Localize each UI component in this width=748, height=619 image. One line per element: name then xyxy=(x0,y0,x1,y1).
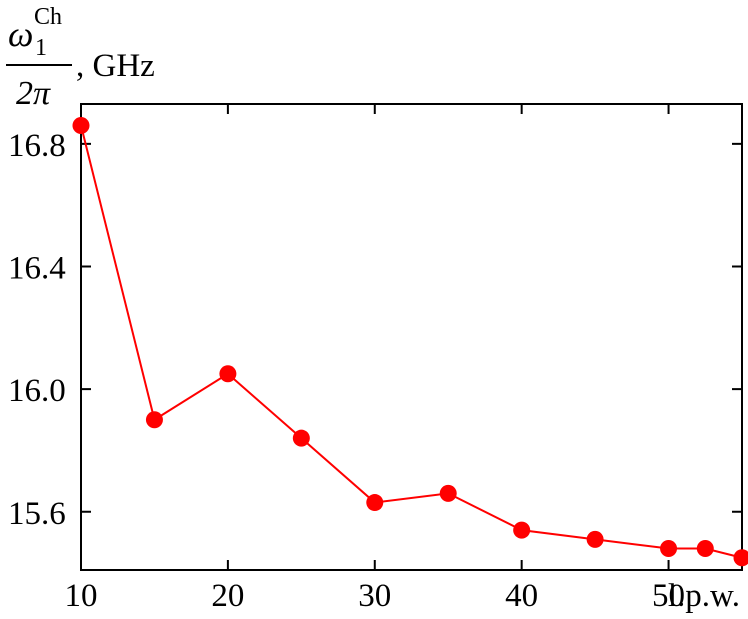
x-axis-ticks: 10 20 30 40 50 xyxy=(65,104,685,614)
data-point xyxy=(586,530,604,548)
x-tick-label: 10 xyxy=(65,578,98,614)
y-axis-ticks: 16.8 16.4 16.0 15.6 xyxy=(8,128,742,532)
series-line xyxy=(80,125,743,559)
plot-frame xyxy=(80,103,743,571)
x-axis-label: l.p.w. xyxy=(668,578,740,614)
data-point xyxy=(513,521,531,539)
data-point xyxy=(439,484,457,502)
y-tick-label: 16.8 xyxy=(8,128,66,164)
x-tick-label: 30 xyxy=(358,578,391,614)
x-tick-label: 20 xyxy=(211,578,244,614)
y-label-unit: , GHz xyxy=(76,48,155,84)
data-point xyxy=(292,429,310,447)
y-label-superscript: Ch xyxy=(34,4,62,30)
y-label-denominator: 2π xyxy=(16,75,51,112)
data-point xyxy=(696,540,714,558)
y-label-subscript: 1 xyxy=(35,35,47,61)
y-tick-label: 16.0 xyxy=(8,373,66,409)
data-point xyxy=(72,116,90,134)
x-tick-label: 50 xyxy=(652,578,685,614)
y-tick-label: 16.4 xyxy=(8,250,66,286)
data-point xyxy=(366,494,384,512)
data-point xyxy=(219,365,237,383)
x-tick-label: 40 xyxy=(505,578,538,614)
data-point xyxy=(733,549,748,567)
y-label-numerator: ω xyxy=(8,14,33,54)
data-point xyxy=(660,540,678,558)
data-point xyxy=(145,411,163,429)
y-tick-label: 15.6 xyxy=(8,496,66,532)
y-axis-label: ω 1 Ch 2π , GHz xyxy=(6,4,155,112)
series-group xyxy=(72,116,748,567)
